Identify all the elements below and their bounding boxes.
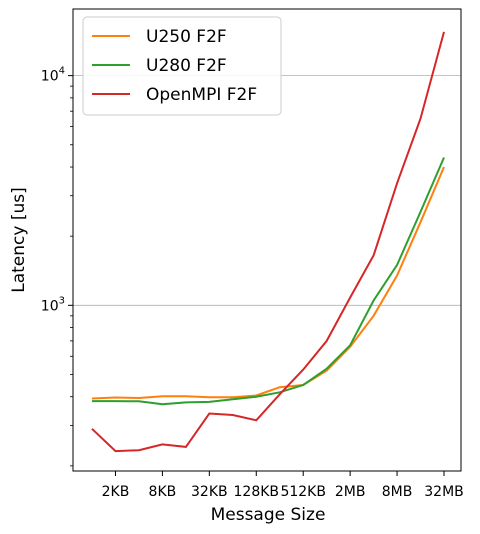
x-tick-label: 2KB (102, 484, 130, 500)
legend-frame (82, 16, 282, 116)
y-tick-label: 103 (41, 295, 65, 314)
x-tick-label: 128KB (234, 484, 280, 500)
x-tick-label: 8KB (149, 484, 177, 500)
x-tick-label: 32KB (191, 484, 228, 500)
plot-frame (72, 8, 462, 472)
series-line-2 (91, 31, 445, 453)
y-axis-title: Latency [us] (9, 187, 29, 293)
x-tick-label: 512KB (280, 484, 326, 500)
x-tick-label: 2MB (335, 484, 366, 500)
series-line-0 (91, 166, 445, 400)
x-axis-title: Message Size (211, 505, 326, 525)
x-tick-label: 32MB (424, 484, 464, 500)
x-axis-ticks: 2KB 8KB 32KB 128KB 512KB 2MB 8MB 32MB (102, 471, 464, 500)
legend-label: OpenMPI F2F (146, 85, 257, 105)
legend-label: U280 F2F (146, 56, 227, 76)
legend: U250 F2F U280 F2F OpenMPI F2F (82, 16, 282, 116)
y-tick-label: 104 (41, 66, 65, 85)
x-tick-label: 8MB (382, 484, 413, 500)
series-lines (91, 31, 445, 453)
legend-label: U250 F2F (146, 27, 227, 47)
series-line-1 (92, 157, 445, 406)
y-axis-ticks: 103 104 (41, 66, 73, 467)
